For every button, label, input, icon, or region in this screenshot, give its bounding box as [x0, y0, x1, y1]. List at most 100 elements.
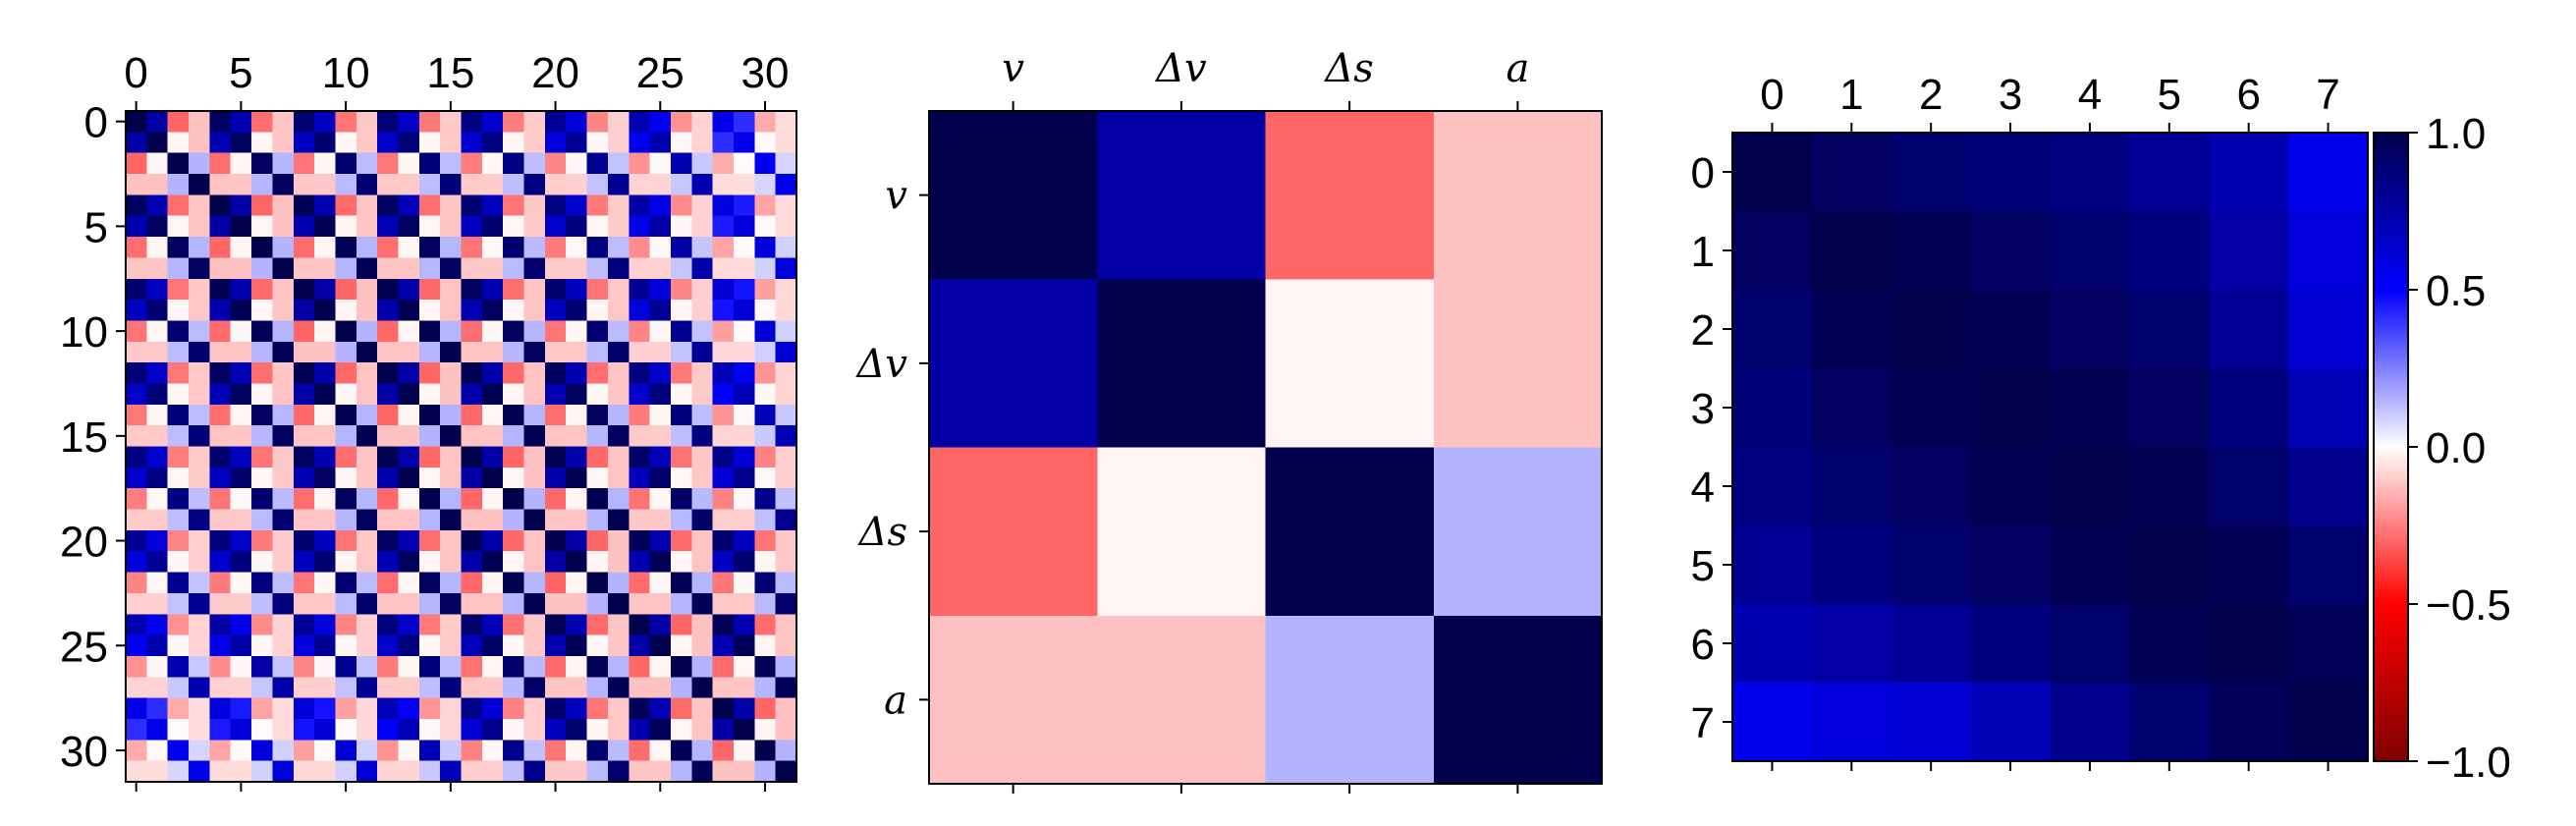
- heatmap-cell: [754, 320, 777, 343]
- heatmap-cell: [566, 760, 588, 783]
- plot-frame: [125, 110, 797, 783]
- heatmap-cell: [649, 320, 672, 343]
- heatmap-cell: [586, 257, 609, 280]
- heatmap-cell: [670, 341, 692, 363]
- heatmap-cell: [586, 174, 609, 195]
- heatmap-cell: [607, 404, 630, 426]
- heatmap-cell: [251, 425, 274, 448]
- heatmap-cell: [398, 677, 420, 699]
- heatmap-cell: [335, 592, 357, 615]
- heatmap-cell: [189, 634, 210, 657]
- heatmap-cell: [1970, 683, 2052, 762]
- heatmap-cell: [335, 634, 357, 657]
- heatmap-cell: [377, 404, 400, 426]
- heatmap-cell: [691, 152, 714, 175]
- heatmap-cell: [356, 174, 378, 195]
- heatmap-cell: [314, 278, 337, 301]
- heatmap-cell: [377, 655, 400, 678]
- heatmap-cell: [691, 697, 714, 720]
- heatmap-cell: [2129, 133, 2210, 212]
- heatmap-cell: [461, 592, 483, 615]
- heatmap-cell: [503, 174, 525, 195]
- heatmap-cell: [293, 383, 315, 406]
- heatmap-cell: [461, 467, 483, 489]
- heatmap-cell: [230, 425, 252, 448]
- heatmap-cell: [481, 677, 504, 699]
- heatmap-cell: [566, 300, 588, 322]
- heatmap-cell: [251, 740, 274, 762]
- heatmap-cell: [733, 592, 755, 615]
- heatmap-cell: [230, 341, 252, 363]
- heatmap-cell: [461, 320, 483, 343]
- heatmap-cell: [629, 300, 651, 322]
- heatmap-cell: [691, 529, 714, 552]
- heatmap-cell: [691, 362, 714, 385]
- heatmap-cell: [712, 194, 735, 217]
- heatmap-cell: [461, 111, 483, 133]
- heatmap-cell: [398, 257, 420, 280]
- heatmap-cell: [126, 404, 147, 426]
- heatmap-cell: [398, 404, 420, 426]
- heatmap-cell: [481, 718, 504, 741]
- heatmap-cell: [929, 615, 1098, 785]
- heatmap-cell: [356, 740, 378, 762]
- heatmap-cell: [209, 572, 232, 594]
- heatmap-cell: [314, 677, 337, 699]
- heatmap-cell: [733, 655, 755, 678]
- heatmap-cell: [566, 488, 588, 511]
- y-tick-label: 30: [60, 728, 108, 776]
- heatmap-cell: [418, 592, 441, 615]
- heatmap-cell: [2288, 525, 2369, 605]
- heatmap-cell: [230, 278, 252, 301]
- heatmap-cell: [398, 634, 420, 657]
- heatmap-cell: [377, 362, 400, 385]
- heatmap-cell: [586, 634, 609, 657]
- heatmap-cell: [691, 194, 714, 217]
- heatmap-cell: [461, 278, 483, 301]
- heatmap-cell: [335, 278, 357, 301]
- heatmap-cell: [314, 257, 337, 280]
- plot-frame: [1731, 132, 2369, 762]
- y-tick-label: 7: [1691, 699, 1715, 747]
- heatmap-cell: [481, 215, 504, 238]
- heatmap-cell: [146, 572, 169, 594]
- heatmap-cell: [251, 111, 274, 133]
- heatmap-cell: [146, 215, 169, 238]
- heatmap-cell: [251, 152, 274, 175]
- heatmap-cell: [544, 132, 567, 154]
- heatmap-cell: [670, 425, 692, 448]
- heatmap-cell: [251, 467, 274, 489]
- heatmap-cell: [126, 509, 147, 531]
- heatmap-cell: [209, 152, 232, 175]
- heatmap-cell: [398, 194, 420, 217]
- heatmap-cell: [189, 174, 210, 195]
- heatmap-cell: [314, 174, 337, 195]
- heatmap-cell: [733, 132, 755, 154]
- heatmap-cell: [189, 215, 210, 238]
- heatmap-cell: [293, 215, 315, 238]
- heatmap-cell: [523, 509, 546, 531]
- heatmap-cell: [251, 592, 274, 615]
- heatmap-cell: [733, 529, 755, 552]
- heatmap-cell: [586, 194, 609, 217]
- heatmap-cell: [607, 614, 630, 636]
- heatmap-cell: [167, 551, 190, 574]
- heatmap-cell: [209, 320, 232, 343]
- heatmap-cell: [649, 655, 672, 678]
- heatmap-cell: [2288, 368, 2369, 448]
- heatmap-cell: [523, 341, 546, 363]
- heatmap-cell: [775, 509, 797, 531]
- heatmap-cell: [209, 551, 232, 574]
- heatmap-cell: [754, 278, 777, 301]
- heatmap-cell: [523, 446, 546, 468]
- heatmap-cell: [293, 257, 315, 280]
- heatmap-cell: [398, 697, 420, 720]
- heatmap-cell: [314, 425, 337, 448]
- heatmap-cell: [293, 592, 315, 615]
- heatmap-cell: [167, 614, 190, 636]
- heatmap-cell: [335, 257, 357, 280]
- y-tick-label: 5: [1691, 542, 1715, 590]
- heatmap-cell: [1732, 211, 1813, 291]
- heatmap-cell: [314, 152, 337, 175]
- heatmap-cell: [607, 572, 630, 594]
